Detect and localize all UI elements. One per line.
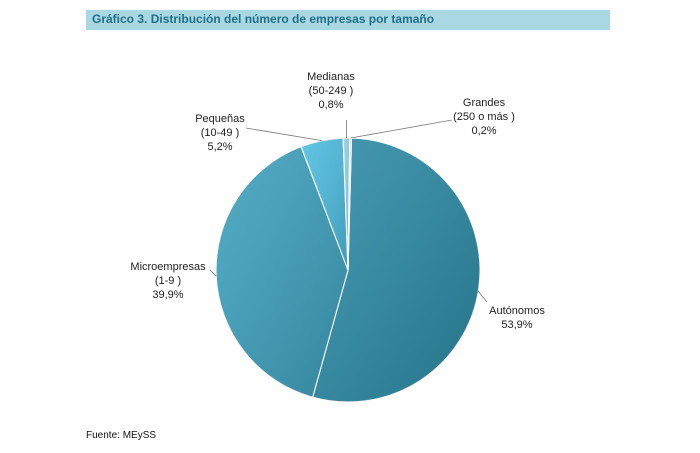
leader-lines	[209, 119, 488, 303]
source-note: Fuente: MEySS	[86, 430, 157, 441]
slice-label-line: Autónomos	[489, 305, 545, 317]
slice-label-line: Microempresas	[130, 261, 206, 273]
slice-label-line: Pequeñas	[195, 113, 245, 125]
chart-title-bar: Gráfico 3. Distribución del número de em…	[86, 10, 610, 30]
slice-label-line: 53,9%	[501, 319, 532, 331]
slice-label-line: Grandes	[463, 97, 506, 109]
slice-label: Microempresas (1-9 ) 39,9%	[130, 261, 206, 301]
slice-label-line: 5,2%	[207, 141, 232, 153]
slice-label: Medianas (50-249 ) 0,8%	[307, 71, 355, 111]
leader-line	[350, 119, 453, 139]
slice-label: Autónomos 53,9%	[489, 305, 545, 331]
slice-label-line: (10-49 )	[201, 127, 240, 139]
leader-line	[209, 269, 217, 277]
slice-label-line: 39,9%	[152, 289, 183, 301]
slice-labels: Autónomos 53,9% Microempresas (1-9 ) 39,9% Pe…	[130, 71, 545, 331]
slice-label-line: (50-249 )	[309, 85, 354, 97]
pie-slices	[215, 137, 481, 403]
slice-label-line: (1-9 )	[155, 275, 181, 287]
leader-line	[476, 289, 488, 303]
slice-label: Pequeñas (10-49 ) 5,2%	[195, 113, 245, 153]
pie-slice-shade	[312, 138, 480, 402]
chart-title: Gráfico 3. Distribución del número de em…	[92, 12, 435, 26]
slice-label: Grandes (250 o más ) 0,2%	[453, 97, 515, 137]
pie-slice-shade	[301, 138, 348, 270]
slice-label-line: 0,8%	[318, 99, 343, 111]
slice-label-line: 0,2%	[471, 125, 496, 137]
pie-slice-shade	[216, 146, 348, 398]
pie-slice-shade	[348, 138, 352, 270]
slice-label-line: Medianas	[307, 71, 355, 83]
leader-line	[245, 127, 322, 142]
slice-label-line: (250 o más )	[453, 111, 515, 123]
